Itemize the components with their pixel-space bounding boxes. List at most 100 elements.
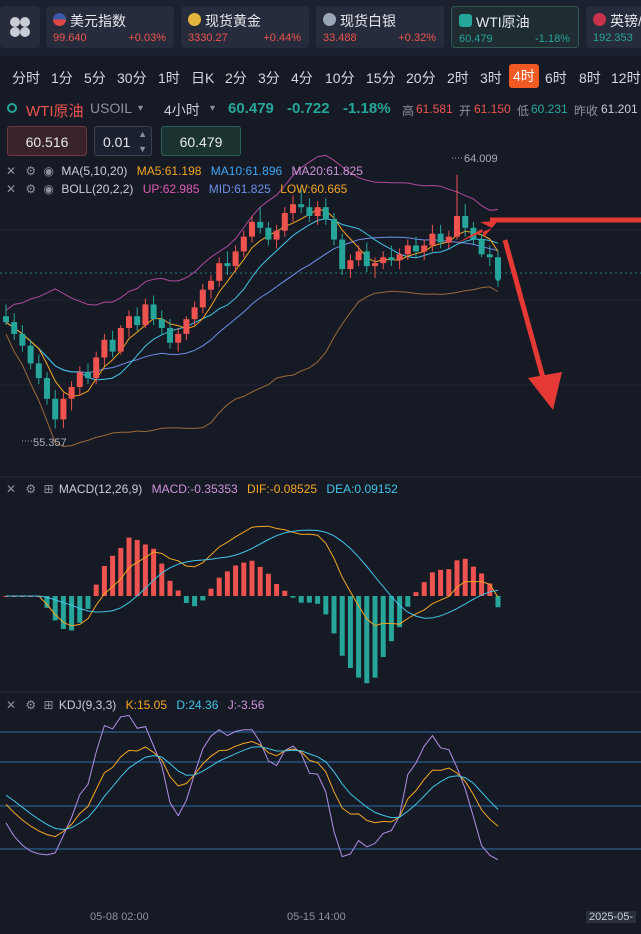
- tab-3[interactable]: 30分: [117, 70, 147, 86]
- close-icon[interactable]: ✕: [6, 182, 17, 196]
- tab-5[interactable]: 日K: [191, 70, 215, 86]
- candle-body: [175, 333, 182, 343]
- candle-body: [462, 216, 469, 228]
- last-price: 60.479: [228, 100, 274, 117]
- quantity-stepper[interactable]: 0.01 ▲ ▼: [94, 126, 152, 156]
- macd-histogram-bar: [331, 596, 337, 634]
- macd-histogram-bar: [216, 577, 222, 596]
- period-label[interactable]: 4小时: [164, 102, 200, 118]
- x-axis-crosshair-label: 2025-05-: [586, 911, 637, 923]
- ticker-name: 现货黄金: [205, 13, 261, 29]
- ticker-pct: +0.44%: [263, 32, 301, 44]
- candle-body: [437, 233, 444, 243]
- kdj-legend: ✕ ⚙ ⊞ KDJ(9,3,3) K:15.05 D:24.36 J:-3.56: [6, 698, 264, 712]
- tab-15[interactable]: 6时: [545, 70, 567, 86]
- j-value: J:-3.56: [227, 698, 265, 712]
- candle-body: [372, 263, 378, 267]
- ticker-gbp[interactable]: 英镑/ 192.353: [586, 6, 641, 48]
- gear-icon[interactable]: ⚙: [25, 698, 37, 712]
- tab-17[interactable]: 12时: [611, 70, 641, 86]
- ticker-silver[interactable]: 现货白银 33.488 +0.32%: [316, 6, 444, 48]
- tab-13[interactable]: 3时: [480, 70, 502, 86]
- candle-body: [380, 257, 387, 264]
- chevron-down-icon[interactable]: ▼: [138, 144, 147, 154]
- candle-body: [183, 319, 190, 334]
- close-icon[interactable]: ✕: [6, 164, 17, 178]
- close-icon[interactable]: ✕: [6, 482, 17, 496]
- menu-grid-icon[interactable]: [0, 6, 40, 48]
- candle-body: [322, 207, 329, 219]
- high-value: 61.581: [416, 102, 453, 116]
- dea-value: DEA:0.09152: [326, 482, 398, 496]
- tab-14[interactable]: 4时: [509, 64, 539, 88]
- low-label: 低: [517, 104, 530, 118]
- candle-body: [60, 398, 67, 420]
- macd-histogram-bar: [60, 596, 66, 629]
- buy-price-button[interactable]: 60.479: [161, 126, 241, 156]
- plus-square-icon[interactable]: ⊞: [43, 482, 54, 496]
- symbol-name[interactable]: WTI原油: [26, 103, 84, 120]
- macd-histogram-bar: [77, 596, 83, 623]
- macd-histogram-bar: [93, 584, 99, 596]
- macd-histogram-bar: [274, 584, 280, 596]
- candle-body: [404, 245, 411, 255]
- tab-1[interactable]: 1分: [51, 70, 73, 86]
- macd-histogram-bar: [397, 596, 403, 628]
- tab-6[interactable]: 2分: [225, 70, 247, 86]
- low-value: 60.231: [531, 102, 568, 116]
- eye-icon[interactable]: ◉: [43, 164, 54, 178]
- chevron-down-icon[interactable]: ▾: [138, 103, 144, 114]
- symbol-code[interactable]: USOIL: [90, 100, 133, 116]
- refresh-icon[interactable]: [7, 103, 17, 113]
- ticker-usd-index[interactable]: 美元指数 99.640 +0.03%: [46, 6, 174, 48]
- eye-icon[interactable]: ◉: [43, 182, 54, 196]
- candle-body: [478, 239, 485, 255]
- macd-histogram-bar: [208, 588, 214, 596]
- tab-0[interactable]: 分时: [12, 70, 40, 86]
- candle-body: [101, 339, 108, 358]
- candle-body: [199, 289, 206, 308]
- gear-icon[interactable]: ⚙: [25, 482, 37, 496]
- macd-histogram-bar: [380, 596, 386, 657]
- chevron-up-icon[interactable]: ▲: [138, 129, 147, 139]
- plus-square-icon[interactable]: ⊞: [43, 698, 54, 712]
- macd-histogram-bar: [233, 565, 239, 596]
- x-axis-label: 05-08 02:00: [90, 911, 149, 923]
- chevron-down-icon[interactable]: ▾: [210, 103, 216, 114]
- ticker-price: 99.640: [53, 32, 87, 44]
- low-price-label: 55.357: [33, 437, 67, 449]
- tab-2[interactable]: 5分: [84, 70, 106, 86]
- gear-icon[interactable]: ⚙: [25, 164, 37, 178]
- ma5-value: MA5:61.198: [136, 164, 202, 178]
- macd-histogram-bar: [134, 539, 140, 596]
- gear-icon[interactable]: ⚙: [25, 182, 37, 196]
- ticker-gold[interactable]: 现货黄金 3330.27 +0.44%: [181, 6, 309, 48]
- tab-12[interactable]: 2时: [447, 70, 469, 86]
- candle-body: [347, 260, 354, 270]
- candle-body: [208, 280, 214, 290]
- macd-histogram-bar: [487, 583, 493, 596]
- d-line: [5, 746, 499, 831]
- macd-histogram-bar: [249, 560, 255, 596]
- tab-9[interactable]: 10分: [325, 70, 355, 86]
- close-icon[interactable]: ✕: [6, 698, 17, 712]
- candle-body: [273, 230, 280, 240]
- boll-mid-value: MID:61.825: [208, 182, 271, 196]
- macd-histogram-bar: [69, 596, 75, 631]
- tab-16[interactable]: 8时: [579, 70, 601, 86]
- dif-line: [6, 525, 499, 627]
- macd-histogram-bar: [356, 596, 362, 678]
- tab-4[interactable]: 1时: [158, 70, 180, 86]
- tab-10[interactable]: 15分: [366, 70, 396, 86]
- tab-7[interactable]: 3分: [258, 70, 280, 86]
- macd-histogram-bar: [85, 596, 91, 609]
- ticker-wti[interactable]: WTI原油 60.479 -1.18%: [451, 6, 579, 48]
- boll-name: BOLL(20,2,2): [61, 182, 134, 196]
- tab-8[interactable]: 4分: [291, 70, 313, 86]
- annotation-arrow: [455, 221, 498, 244]
- candle-body: [331, 218, 337, 240]
- quantity-value: 0.01: [103, 134, 131, 150]
- sell-price-button[interactable]: 60.516: [7, 126, 87, 156]
- tab-11[interactable]: 20分: [406, 70, 436, 86]
